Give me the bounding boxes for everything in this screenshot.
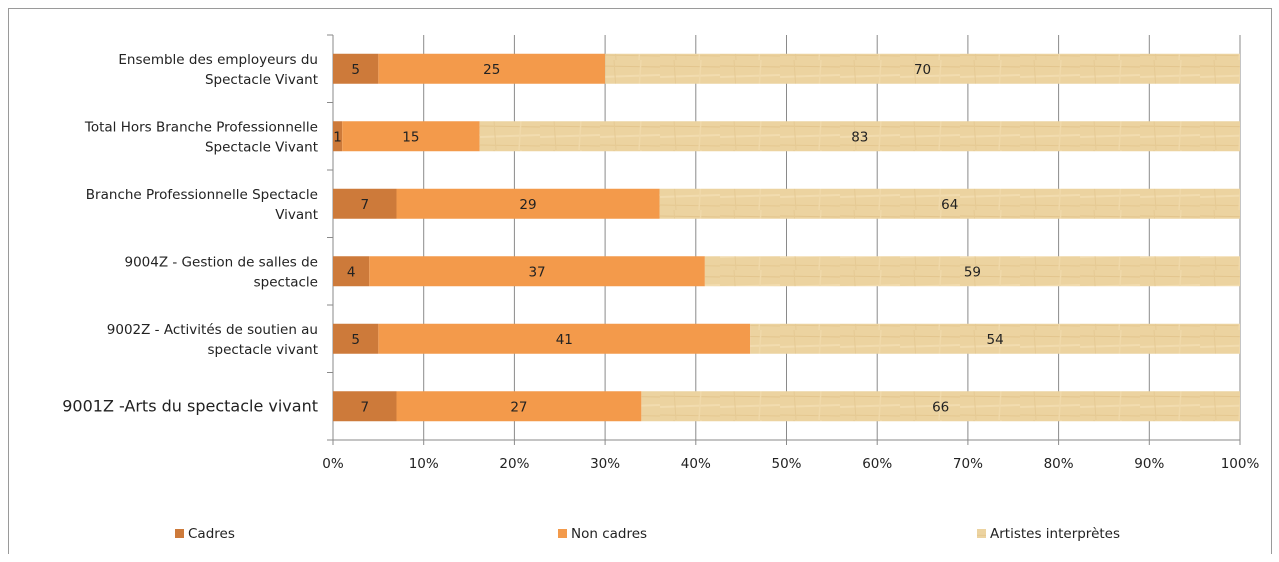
data-label: 66: [932, 399, 949, 415]
bar-segment: [378, 323, 751, 354]
labels: 0% 10% 20% 30% 40% 50% 60% 70% 80% 90% 100% 5 25 70 En…: [62, 52, 1259, 472]
bar-segment: [333, 121, 343, 152]
bar-segment: [342, 121, 480, 152]
bar-segment: [704, 256, 1240, 287]
x-tick-label: 50%: [771, 456, 801, 472]
bar-segment: [641, 391, 1240, 422]
category-label: 9002Z - Activités de soutien au: [107, 322, 318, 338]
data-label: 15: [402, 129, 419, 145]
legend: Cadres Non cadres Artistes interprètes: [175, 526, 1120, 542]
legend-swatch: [977, 529, 986, 538]
bar-segment: [750, 323, 1240, 354]
data-label: 29: [519, 197, 536, 213]
data-label: 83: [851, 129, 868, 145]
legend-swatch: [558, 529, 567, 538]
x-tick-label: 0%: [322, 456, 344, 472]
legend-label: Artistes interprètes: [990, 526, 1120, 542]
x-tick-label: 70%: [953, 456, 983, 472]
x-tick-label: 60%: [862, 456, 892, 472]
x-tick-label: 80%: [1044, 456, 1074, 472]
category-label: spectacle vivant: [207, 342, 318, 358]
bar-segment: [333, 53, 379, 84]
x-tick-label: 10%: [409, 456, 439, 472]
x-tick-label: 100%: [1221, 456, 1260, 472]
bar-segment: [659, 188, 1240, 219]
bar-segment: [378, 53, 606, 84]
data-label: 7: [360, 399, 369, 415]
bar-segment: [333, 391, 397, 422]
x-tick-label: 20%: [499, 456, 529, 472]
category-label: Ensemble des employeurs du: [118, 52, 318, 68]
legend-swatch: [175, 529, 184, 538]
bar-segment: [479, 121, 1241, 152]
bar-segment: [333, 256, 370, 287]
legend-label: Non cadres: [571, 526, 647, 542]
bar-segment: [396, 188, 660, 219]
data-label: 4: [347, 264, 356, 280]
category-label: Total Hors Branche Professionnelle: [84, 119, 318, 135]
data-label: 54: [987, 332, 1004, 348]
bar-segment: [605, 53, 1240, 84]
data-label: 41: [556, 332, 573, 348]
data-label: 5: [351, 62, 360, 78]
bars: [333, 53, 1241, 422]
x-tick-label: 90%: [1134, 456, 1164, 472]
gridlines: [423, 35, 1241, 440]
data-label: 25: [483, 62, 500, 78]
legend-label: Cadres: [188, 526, 235, 542]
data-label: 5: [351, 332, 360, 348]
data-label: 1: [333, 129, 342, 145]
category-label: 9001Z -Arts du spectacle vivant: [62, 396, 318, 415]
data-label: 7: [360, 197, 369, 213]
category-label: Spectacle Vivant: [205, 139, 318, 155]
bar-segment: [333, 188, 397, 219]
category-label: Vivant: [275, 207, 318, 223]
x-tick-label: 40%: [681, 456, 711, 472]
bar-segment: [369, 256, 705, 287]
chart-frame: [8, 8, 1272, 554]
axes: [327, 34, 1241, 445]
bar-segment: [333, 323, 379, 354]
category-label: 9004Z - Gestion de salles de: [125, 254, 319, 270]
category-label: Spectacle Vivant: [205, 72, 318, 88]
bar-segment: [396, 391, 642, 422]
data-label: 64: [941, 197, 958, 213]
data-label: 70: [914, 62, 931, 78]
data-label: 27: [510, 399, 527, 415]
data-label: 59: [964, 264, 981, 280]
data-label: 37: [528, 264, 545, 280]
category-label: Branche Professionnelle Spectacle: [86, 187, 318, 203]
category-label: spectacle: [254, 274, 318, 290]
x-tick-label: 30%: [590, 456, 620, 472]
